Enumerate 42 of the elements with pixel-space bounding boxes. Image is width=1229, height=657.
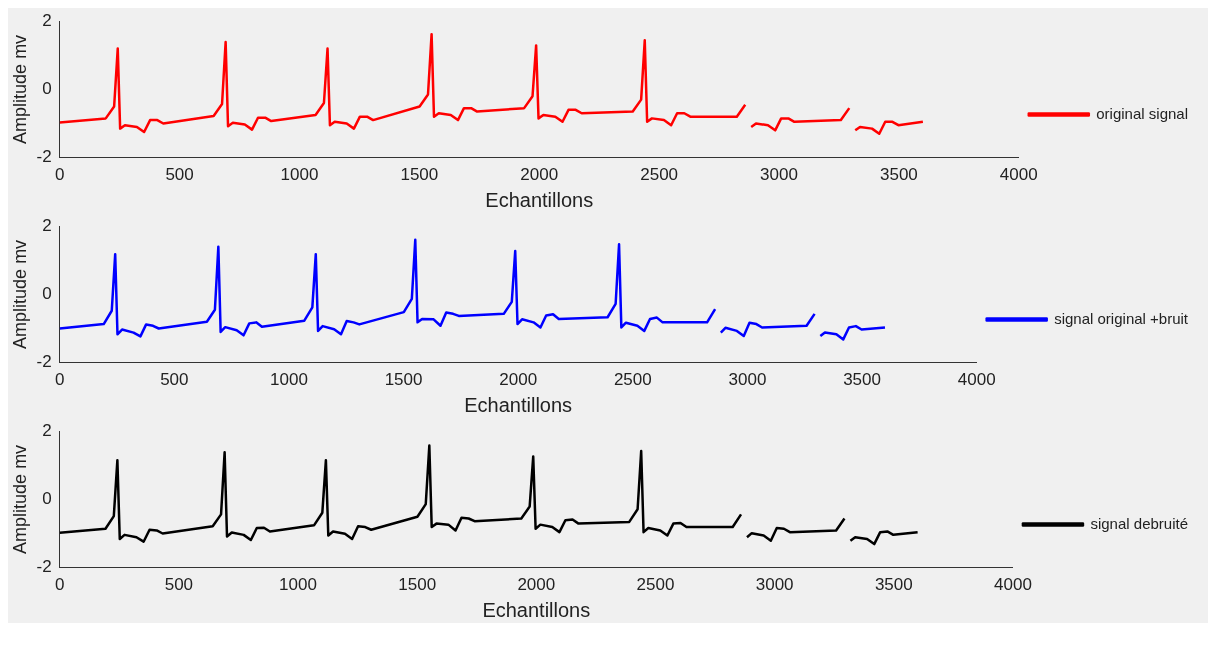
- y-tick-label: -2: [36, 147, 52, 167]
- x-tick-label: 1500: [384, 370, 423, 390]
- x-axis-title: Echantillons: [482, 598, 591, 621]
- x-tick-label: 4000: [994, 575, 1032, 595]
- legend-label: signal original +bruit: [1054, 309, 1189, 327]
- x-tick-label: 3000: [755, 575, 794, 595]
- y-tick-label: 2: [42, 420, 52, 440]
- x-tick-label: 500: [164, 575, 194, 595]
- x-tick-label: 500: [160, 370, 189, 390]
- y-axis-title: Amplitude mv: [9, 239, 30, 349]
- x-tick-label: 1000: [279, 575, 317, 595]
- x-tick-label: 2000: [499, 370, 538, 390]
- x-tick-label: 2500: [640, 165, 679, 185]
- x-tick-label: 1000: [270, 370, 308, 390]
- y-tick-label: -2: [36, 352, 52, 372]
- x-axis-title: Echantillons: [464, 393, 573, 416]
- y-axis-title: Amplitude mv: [9, 34, 30, 144]
- x-tick-label: 2500: [613, 370, 652, 390]
- x-tick-label: 4000: [957, 370, 996, 390]
- x-tick-label: 2500: [636, 575, 675, 595]
- legend-label: signal debruité: [1090, 514, 1189, 532]
- x-tick-label: 500: [165, 165, 194, 185]
- y-tick-label: 2: [42, 215, 52, 235]
- x-tick-label: 2000: [517, 575, 556, 595]
- x-tick-label: 3000: [760, 165, 798, 185]
- x-tick-label: 3500: [879, 165, 918, 185]
- y-tick-label: 2: [42, 10, 52, 30]
- x-tick-label: 2000: [520, 165, 559, 185]
- x-tick-label: 3500: [843, 370, 881, 390]
- x-tick-label: 1500: [398, 575, 437, 595]
- y-axis-title: Amplitude mv: [9, 444, 30, 554]
- legend-label: original signal: [1096, 104, 1189, 122]
- x-tick-label: 4000: [999, 165, 1038, 185]
- y-tick-label: 0: [42, 284, 52, 304]
- y-tick-label: 0: [42, 79, 52, 99]
- x-tick-label: 1500: [400, 165, 439, 185]
- x-tick-label: 1000: [280, 165, 319, 185]
- x-axis-title: Echantillons: [485, 188, 594, 211]
- x-tick-label: 3000: [728, 370, 767, 390]
- x-tick-label: 3500: [874, 575, 913, 595]
- y-tick-label: -2: [36, 557, 52, 577]
- y-tick-label: 0: [42, 489, 52, 509]
